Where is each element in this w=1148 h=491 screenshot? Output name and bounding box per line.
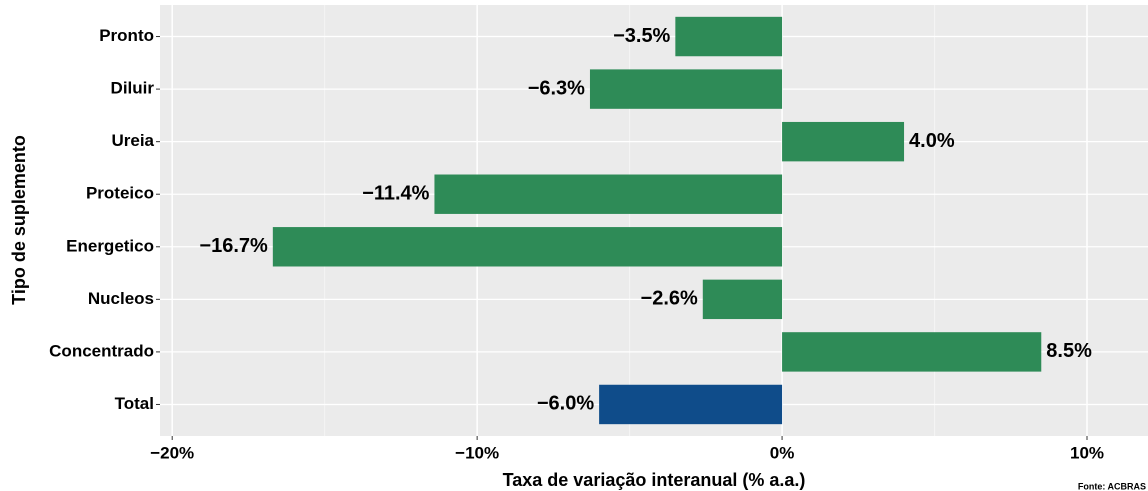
x-tick-label: 0% [770,443,795,462]
x-tick-label: −10% [455,443,499,462]
bar [782,121,905,162]
caption: Fonte: ACBRAS [1078,481,1146,491]
y-tick-label: Proteico [86,184,154,203]
value-label: −6.3% [528,77,585,99]
value-label: −16.7% [199,235,268,257]
x-tick-label: −20% [150,443,194,462]
y-tick-label: Pronto [99,26,154,45]
y-axis-title: Tipo de suplemento [9,135,29,305]
x-tick-label: 10% [1070,443,1104,462]
value-label: 4.0% [909,130,955,152]
value-label: 8.5% [1046,340,1092,362]
bar [675,16,783,57]
y-tick-label: Energetico [66,236,154,255]
value-label: −11.4% [362,183,430,205]
bar [272,227,783,267]
y-tick-label: Diluir [111,79,155,98]
y-tick-label: Concentrado [49,341,154,360]
x-axis-title: Taxa de variação interanual (% a.a.) [503,470,806,490]
value-label: −2.6% [641,288,698,310]
bar [782,332,1042,372]
bar [599,384,783,425]
bar [589,69,783,109]
bar [434,174,783,214]
y-tick-label: Total [115,394,154,413]
value-label: −6.0% [537,393,594,415]
y-tick-label: Ureia [111,131,154,150]
y-tick-label: Nucleos [88,289,154,308]
bar [702,279,783,320]
value-label: −3.5% [613,25,670,47]
